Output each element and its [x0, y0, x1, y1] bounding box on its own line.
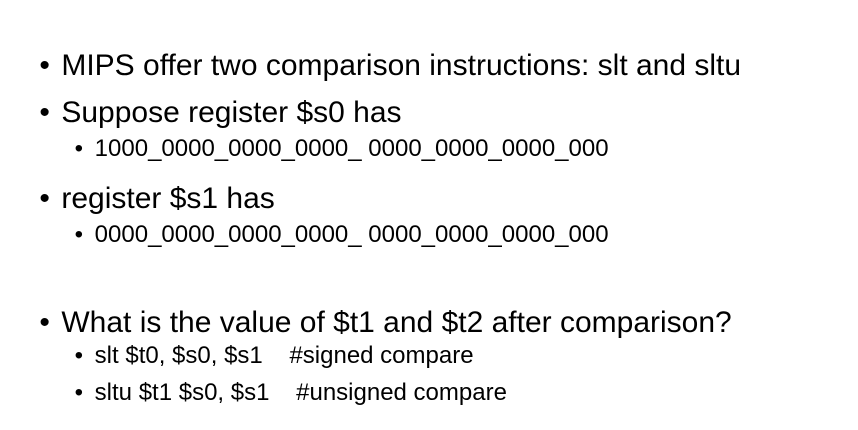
sub-bullet-text: sltu $t1 $s0, $s1 #unsigned compare — [94, 379, 507, 406]
bullet-text: What is the value of $t1 and $t2 after c… — [61, 306, 732, 339]
bullet-item-1: • MIPS offer two comparison instructions:… — [6, 21, 741, 111]
sub-bullet-text: 0000_0000_0000_0000_ 0000_0000_0000_000 — [94, 221, 609, 248]
sub-bullet-item-1: • 1000_0000_0000_0000_ 0000_0000_0000_000 — [48, 113, 609, 185]
sub-bullet-dot: • — [74, 342, 84, 369]
sub-bullet-item-4: • sltu $t1 $s0, $s1 #unsigned compare — [48, 357, 507, 429]
bullet-text: Suppose register $s0 has — [61, 96, 402, 129]
bullet-dot: • — [39, 306, 50, 339]
sub-bullet-item-2: • 0000_0000_0000_0000_ 0000_0000_0000_000 — [48, 199, 609, 271]
sub-bullet-text: 1000_0000_0000_0000_ 0000_0000_0000_000 — [94, 135, 609, 162]
bullet-dot: • — [39, 96, 50, 129]
bullet-text: MIPS offer two comparison instructions: … — [61, 49, 742, 82]
bullet-dot: • — [39, 49, 50, 82]
bullet-item-3: • register $s1 has — [6, 154, 275, 244]
bullet-item-4: • What is the value of $t1 and $t2 after … — [6, 278, 732, 368]
bullet-text: register $s1 has — [61, 182, 275, 215]
sub-bullet-dot: • — [74, 221, 84, 248]
sub-bullet-dot: • — [74, 135, 84, 162]
sub-bullet-item-3: • slt $t0, $s0, $s1 #signed compare — [48, 320, 474, 392]
sub-bullet-text: slt $t0, $s0, $s1 #signed compare — [94, 342, 474, 369]
bullet-item-2: • Suppose register $s0 has — [6, 68, 402, 158]
bullet-dot: • — [39, 182, 50, 215]
sub-bullet-dot: • — [74, 379, 84, 406]
